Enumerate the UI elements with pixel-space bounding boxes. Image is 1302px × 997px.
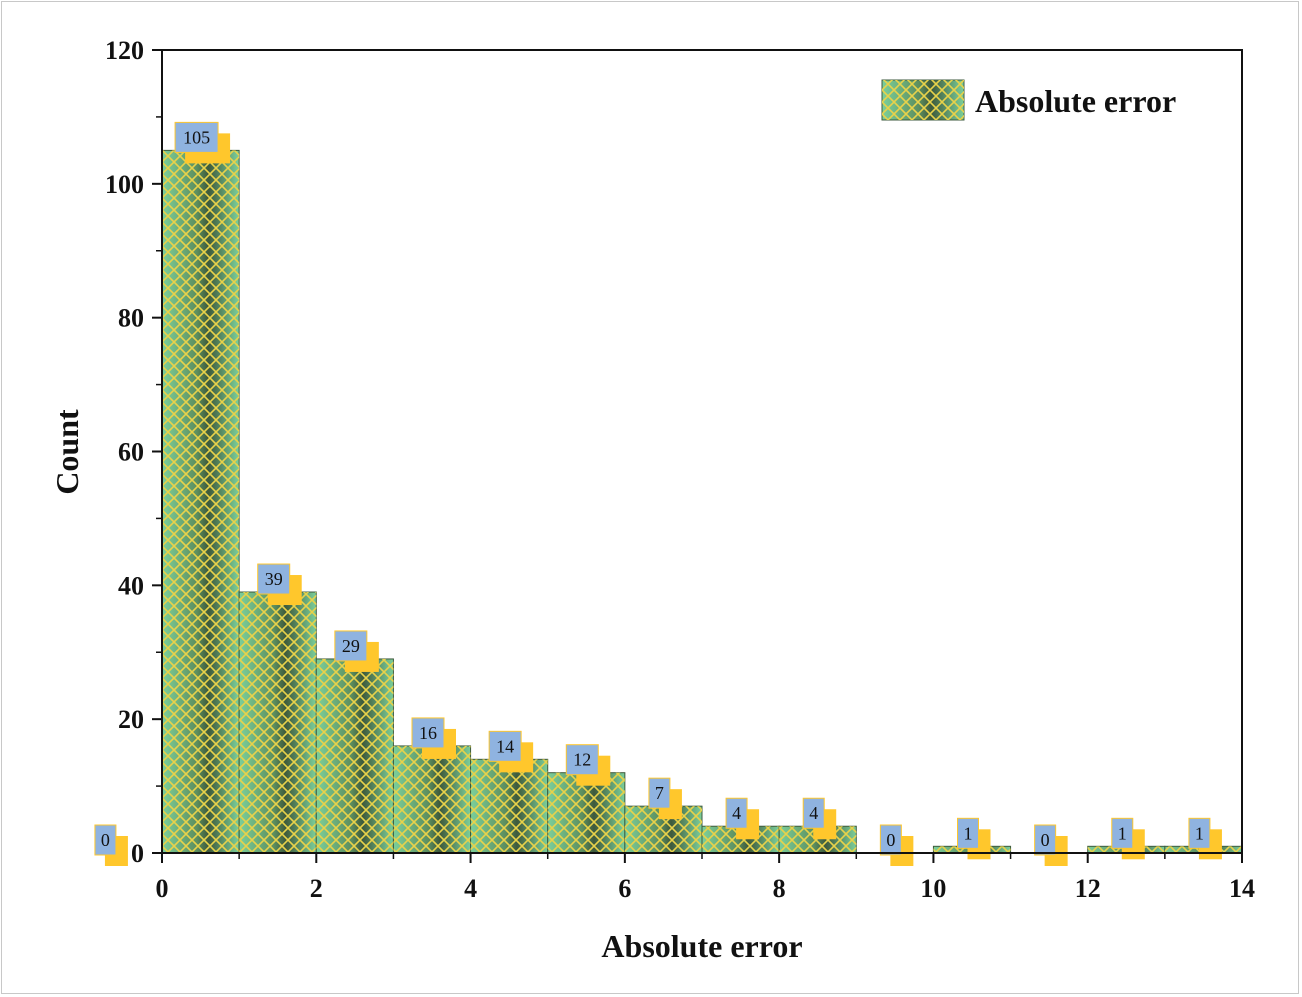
data-label-text: 1 (1118, 823, 1127, 843)
data-label-box (957, 817, 979, 849)
bar-hatch (316, 658, 394, 853)
bar-hatch (162, 150, 240, 853)
bar-hatch (547, 772, 625, 853)
data-label-box (802, 797, 825, 829)
y-axis-title: Count (49, 409, 85, 495)
y-tick-label: 20 (118, 705, 144, 734)
data-label: 29 (334, 630, 379, 672)
legend-swatch-hatch (882, 80, 964, 120)
data-label: 12 (565, 744, 611, 786)
data-label-box (565, 744, 599, 776)
histogram-bar (392, 745, 472, 854)
data-label-text: 14 (496, 736, 514, 756)
data-label-text: 0 (101, 830, 110, 850)
histogram-bar (161, 149, 240, 854)
data-label: 105 (174, 121, 231, 164)
data-label-box (94, 824, 117, 856)
y-tick-label: 60 (118, 438, 144, 467)
y-tick-label: 40 (118, 571, 144, 600)
y-tick-label: 120 (105, 36, 144, 65)
x-tick-label: 10 (920, 874, 946, 903)
bar-hatch (393, 745, 471, 853)
bar-hatch (470, 759, 548, 853)
data-label-box (1188, 817, 1211, 849)
x-tick-label: 14 (1229, 874, 1255, 903)
data-label-box (174, 121, 219, 153)
data-label: 0 (1034, 824, 1068, 866)
x-axis-title: Absolute error (601, 928, 802, 964)
y-tick-label: 100 (105, 170, 144, 199)
data-label-text: 7 (655, 783, 664, 803)
data-label-text: 16 (419, 723, 437, 743)
data-label-box (334, 630, 368, 662)
legend-label: Absolute error (975, 83, 1176, 119)
x-tick-label: 12 (1075, 874, 1101, 903)
data-label-text: 0 (886, 830, 895, 850)
data-label-text: 29 (342, 636, 360, 656)
x-tick-label: 6 (618, 874, 631, 903)
data-label: 4 (802, 797, 837, 840)
data-label: 4 (725, 797, 760, 840)
bars-layer (161, 149, 1243, 854)
data-label-text: 39 (265, 569, 283, 589)
data-label-box (1111, 817, 1134, 849)
histogram-bar (470, 758, 549, 854)
data-label-text: 105 (183, 127, 210, 147)
data-label-text: 4 (732, 803, 741, 823)
histogram-bar (547, 772, 626, 854)
data-label-box (725, 797, 748, 829)
data-label: 0 (879, 824, 914, 866)
data-label: 39 (257, 563, 302, 606)
data-label-text: 1 (964, 823, 973, 843)
data-label: 1 (957, 817, 991, 860)
x-tick-label: 4 (464, 874, 477, 903)
data-label-box (1034, 824, 1057, 856)
data-label: 7 (648, 777, 682, 820)
data-label-text: 0 (1041, 830, 1050, 850)
bar-hatch (239, 592, 317, 853)
data-label-text: 4 (809, 803, 818, 823)
data-label-box (648, 777, 671, 809)
data-label-box (488, 730, 522, 762)
histogram-bar (238, 591, 317, 854)
data-label-box (411, 717, 445, 749)
legend: Absolute error (881, 79, 1176, 121)
data-label: 16 (411, 717, 456, 759)
data-label: 1 (1188, 817, 1222, 860)
data-label-box (879, 824, 902, 856)
y-tick-label: 80 (118, 304, 144, 333)
x-tick-label: 0 (156, 874, 169, 903)
data-label: 1 (1111, 817, 1145, 860)
data-label-box (257, 563, 291, 595)
x-tick-label: 2 (310, 874, 323, 903)
y-tick-label: 0 (131, 839, 144, 868)
data-label-text: 1 (1195, 823, 1204, 843)
data-label: 0 (94, 824, 128, 866)
data-label: 14 (488, 730, 534, 773)
data-label-text: 12 (573, 750, 591, 770)
x-tick-label: 8 (773, 874, 786, 903)
histogram-bar (315, 658, 394, 854)
